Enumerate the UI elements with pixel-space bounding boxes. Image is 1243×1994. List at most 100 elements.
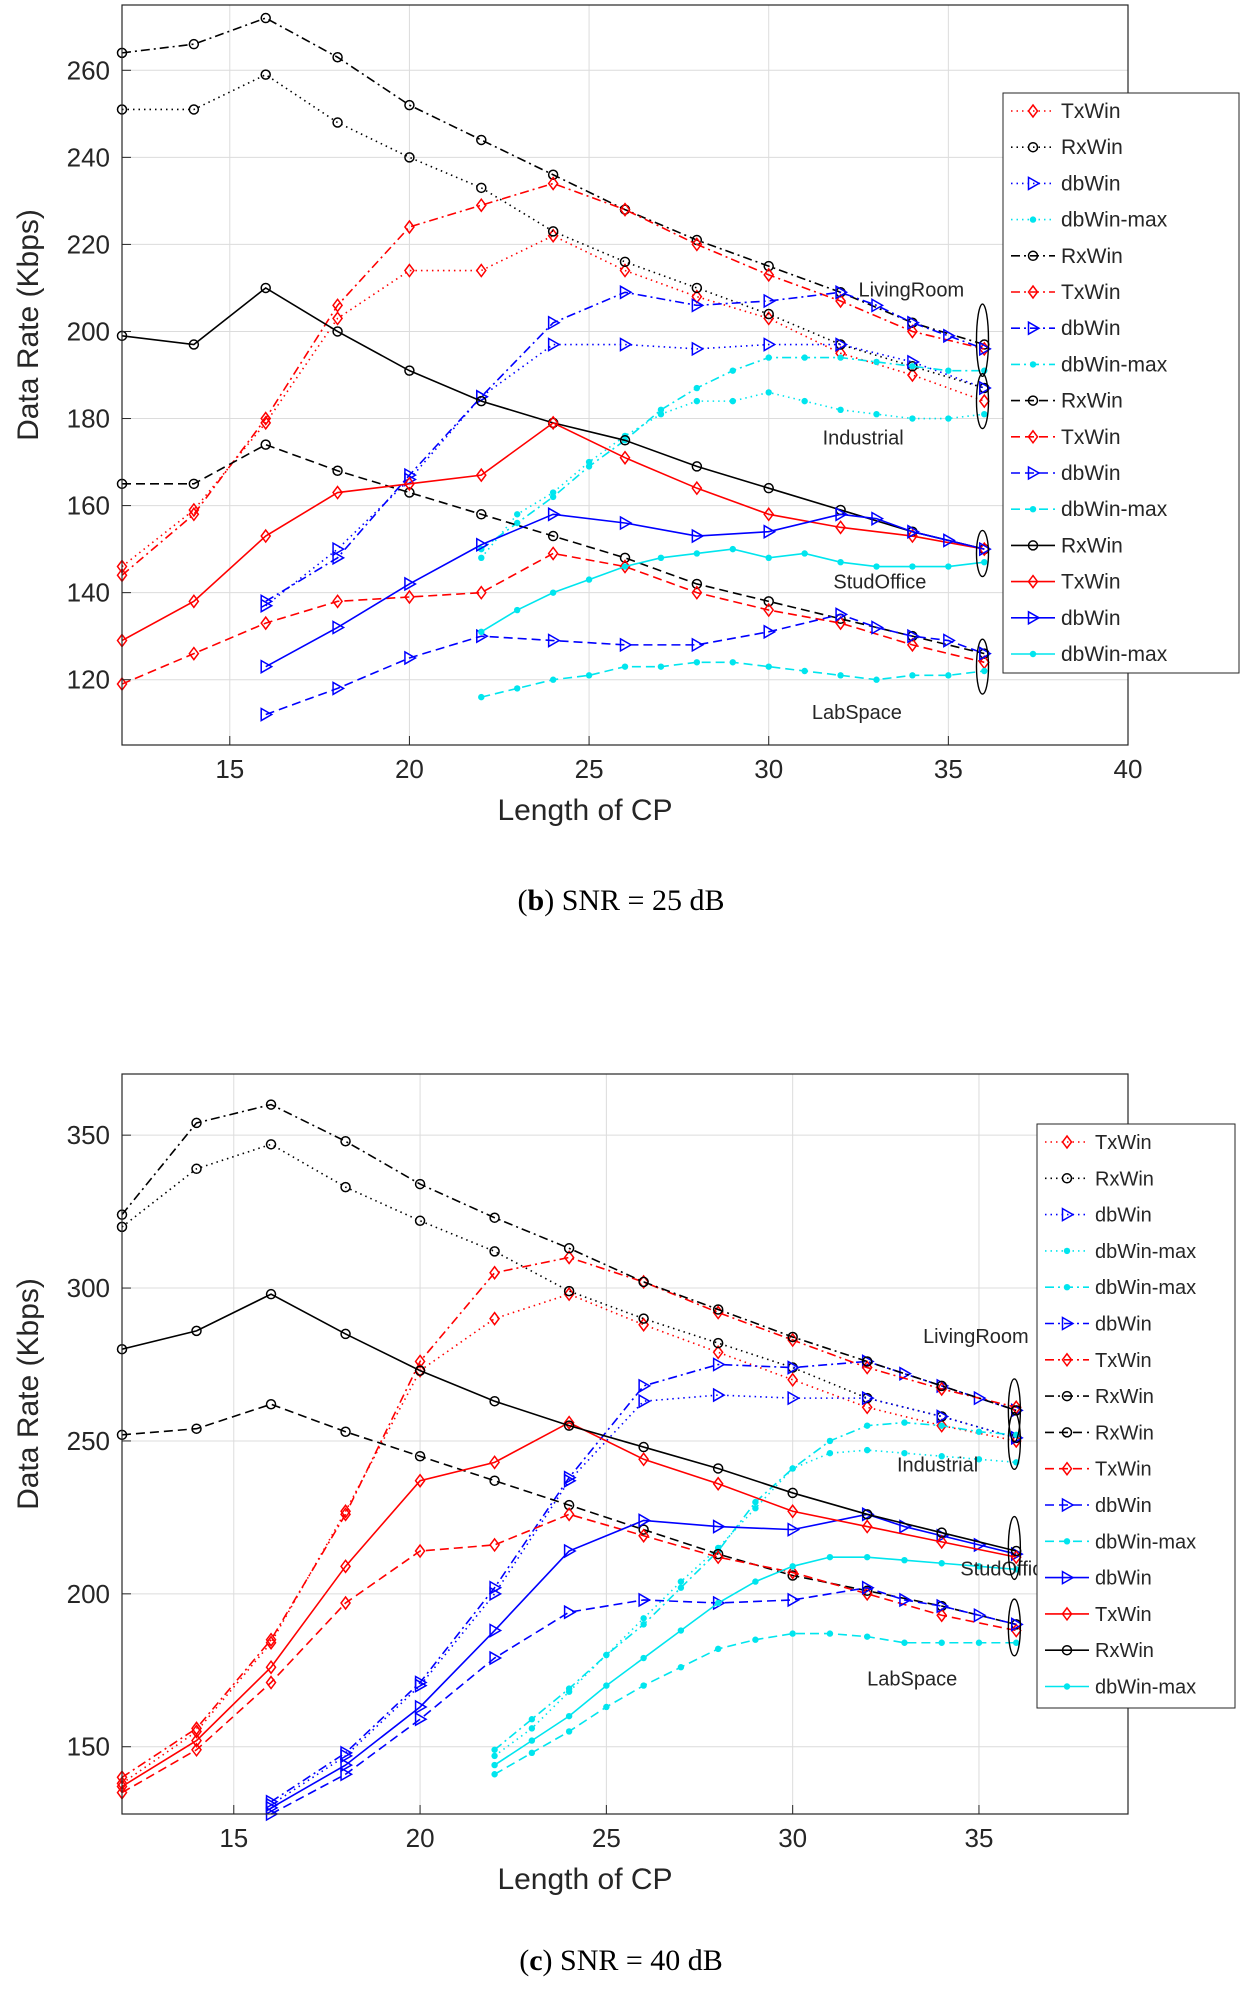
data-point	[260, 707, 274, 722]
data-point	[657, 406, 665, 414]
ticks: 15 20 25 30 35 40 120 140 160 180 200 220 240 260	[67, 55, 1143, 784]
series-15	[478, 545, 988, 636]
legend-entry: RxWin	[1045, 1640, 1154, 1662]
data-point	[936, 1418, 948, 1433]
x-tick-label: 40	[1114, 754, 1143, 784]
caption-letter: b	[528, 884, 545, 917]
series-line	[265, 513, 985, 668]
data-point	[763, 267, 775, 283]
y-tick-label: 350	[67, 1120, 110, 1150]
data-point	[909, 363, 916, 370]
y-axis-label: Data Rate (Kbps)	[12, 1278, 45, 1510]
data-point	[729, 659, 736, 666]
y-tick-label: 240	[67, 142, 110, 172]
legend-entry: RxWin	[1045, 1386, 1154, 1408]
data-point	[981, 667, 988, 675]
legend-entry: RxWin	[1011, 534, 1123, 557]
data-point	[981, 410, 988, 418]
data-point	[712, 1337, 724, 1349]
series-line	[121, 552, 985, 685]
data-point	[861, 1586, 873, 1602]
data-point	[260, 615, 272, 631]
data-point	[565, 1728, 573, 1735]
group-ellipse	[1007, 1598, 1022, 1657]
y-axis-label: Data Rate (Kbps)	[12, 209, 45, 441]
data-point	[528, 1737, 536, 1744]
figure-caption: (c) SNR = 40 dB	[519, 1944, 723, 1977]
legend-label: dbWin-max	[1061, 353, 1168, 376]
data-point	[763, 482, 774, 494]
data-point	[787, 1332, 799, 1348]
data-point	[585, 463, 593, 470]
data-point	[191, 1423, 202, 1434]
data-point	[712, 1463, 724, 1474]
series-line	[121, 182, 985, 576]
y-tick-label: 200	[67, 316, 110, 346]
legend-label: dbWin	[1095, 1495, 1152, 1517]
data-point	[712, 1304, 724, 1315]
legend-entry: dbWin	[1011, 317, 1121, 340]
data-point	[340, 1426, 351, 1438]
data-point	[563, 1604, 577, 1620]
data-point	[491, 1752, 498, 1760]
plot-area	[122, 1074, 1128, 1814]
series-11	[478, 659, 988, 701]
data-point	[475, 467, 487, 483]
data-point	[861, 1580, 875, 1596]
legend-entry: RxWin	[1011, 245, 1123, 268]
data-point	[640, 1621, 647, 1628]
data-point	[514, 519, 521, 527]
data-point	[638, 1513, 652, 1528]
legend-entry: TxWin	[1045, 1604, 1152, 1626]
series-9	[116, 1507, 1022, 1800]
data-point	[973, 1607, 987, 1623]
data-point	[563, 1286, 575, 1302]
series-line	[121, 1293, 1017, 1552]
legend-marker	[1061, 1390, 1073, 1402]
legend-marker	[1063, 1683, 1071, 1690]
data-point	[489, 1580, 503, 1596]
data-point	[714, 1645, 722, 1653]
data-point	[514, 606, 521, 614]
data-point	[549, 493, 557, 501]
data-point	[975, 1639, 983, 1646]
data-point	[414, 1473, 426, 1488]
series-line	[121, 234, 985, 568]
y-tick-label: 120	[67, 665, 110, 695]
data-point	[752, 1636, 759, 1643]
series-line	[265, 291, 985, 603]
legend: TxWin RxWin dbWin dbWin-max dbWin-max dbWin Tx…	[1036, 1123, 1236, 1709]
data-point	[936, 1534, 948, 1550]
data-point	[873, 410, 880, 418]
data-point	[975, 1456, 983, 1463]
data-point	[763, 596, 774, 607]
data-point	[787, 1570, 798, 1581]
data-point	[547, 507, 561, 522]
annotation-label: StudOffice	[960, 1558, 1053, 1580]
data-point	[861, 1400, 873, 1415]
data-point	[265, 1632, 277, 1647]
data-point	[414, 1354, 426, 1369]
data-point	[979, 646, 992, 661]
legend-entry: TxWin	[1045, 1350, 1152, 1372]
data-point	[475, 585, 487, 600]
legend-label: RxWin	[1095, 1168, 1154, 1190]
data-point	[619, 202, 631, 217]
y-tick-label: 150	[67, 1732, 110, 1762]
data-point	[945, 672, 952, 679]
data-point	[765, 354, 772, 361]
legend-label: TxWin	[1061, 281, 1121, 304]
data-point	[265, 1288, 277, 1300]
data-point	[491, 1761, 498, 1769]
data-point	[414, 1450, 426, 1462]
legend-marker	[1027, 141, 1039, 153]
data-point	[638, 1524, 649, 1535]
data-point	[491, 1771, 498, 1778]
data-point	[835, 607, 849, 622]
legend-entry: RxWin	[1011, 390, 1123, 413]
data-point	[489, 1395, 500, 1407]
series-6	[260, 285, 992, 609]
data-point	[909, 563, 916, 570]
data-point	[191, 1742, 202, 1758]
legend-label: TxWin	[1061, 100, 1121, 123]
